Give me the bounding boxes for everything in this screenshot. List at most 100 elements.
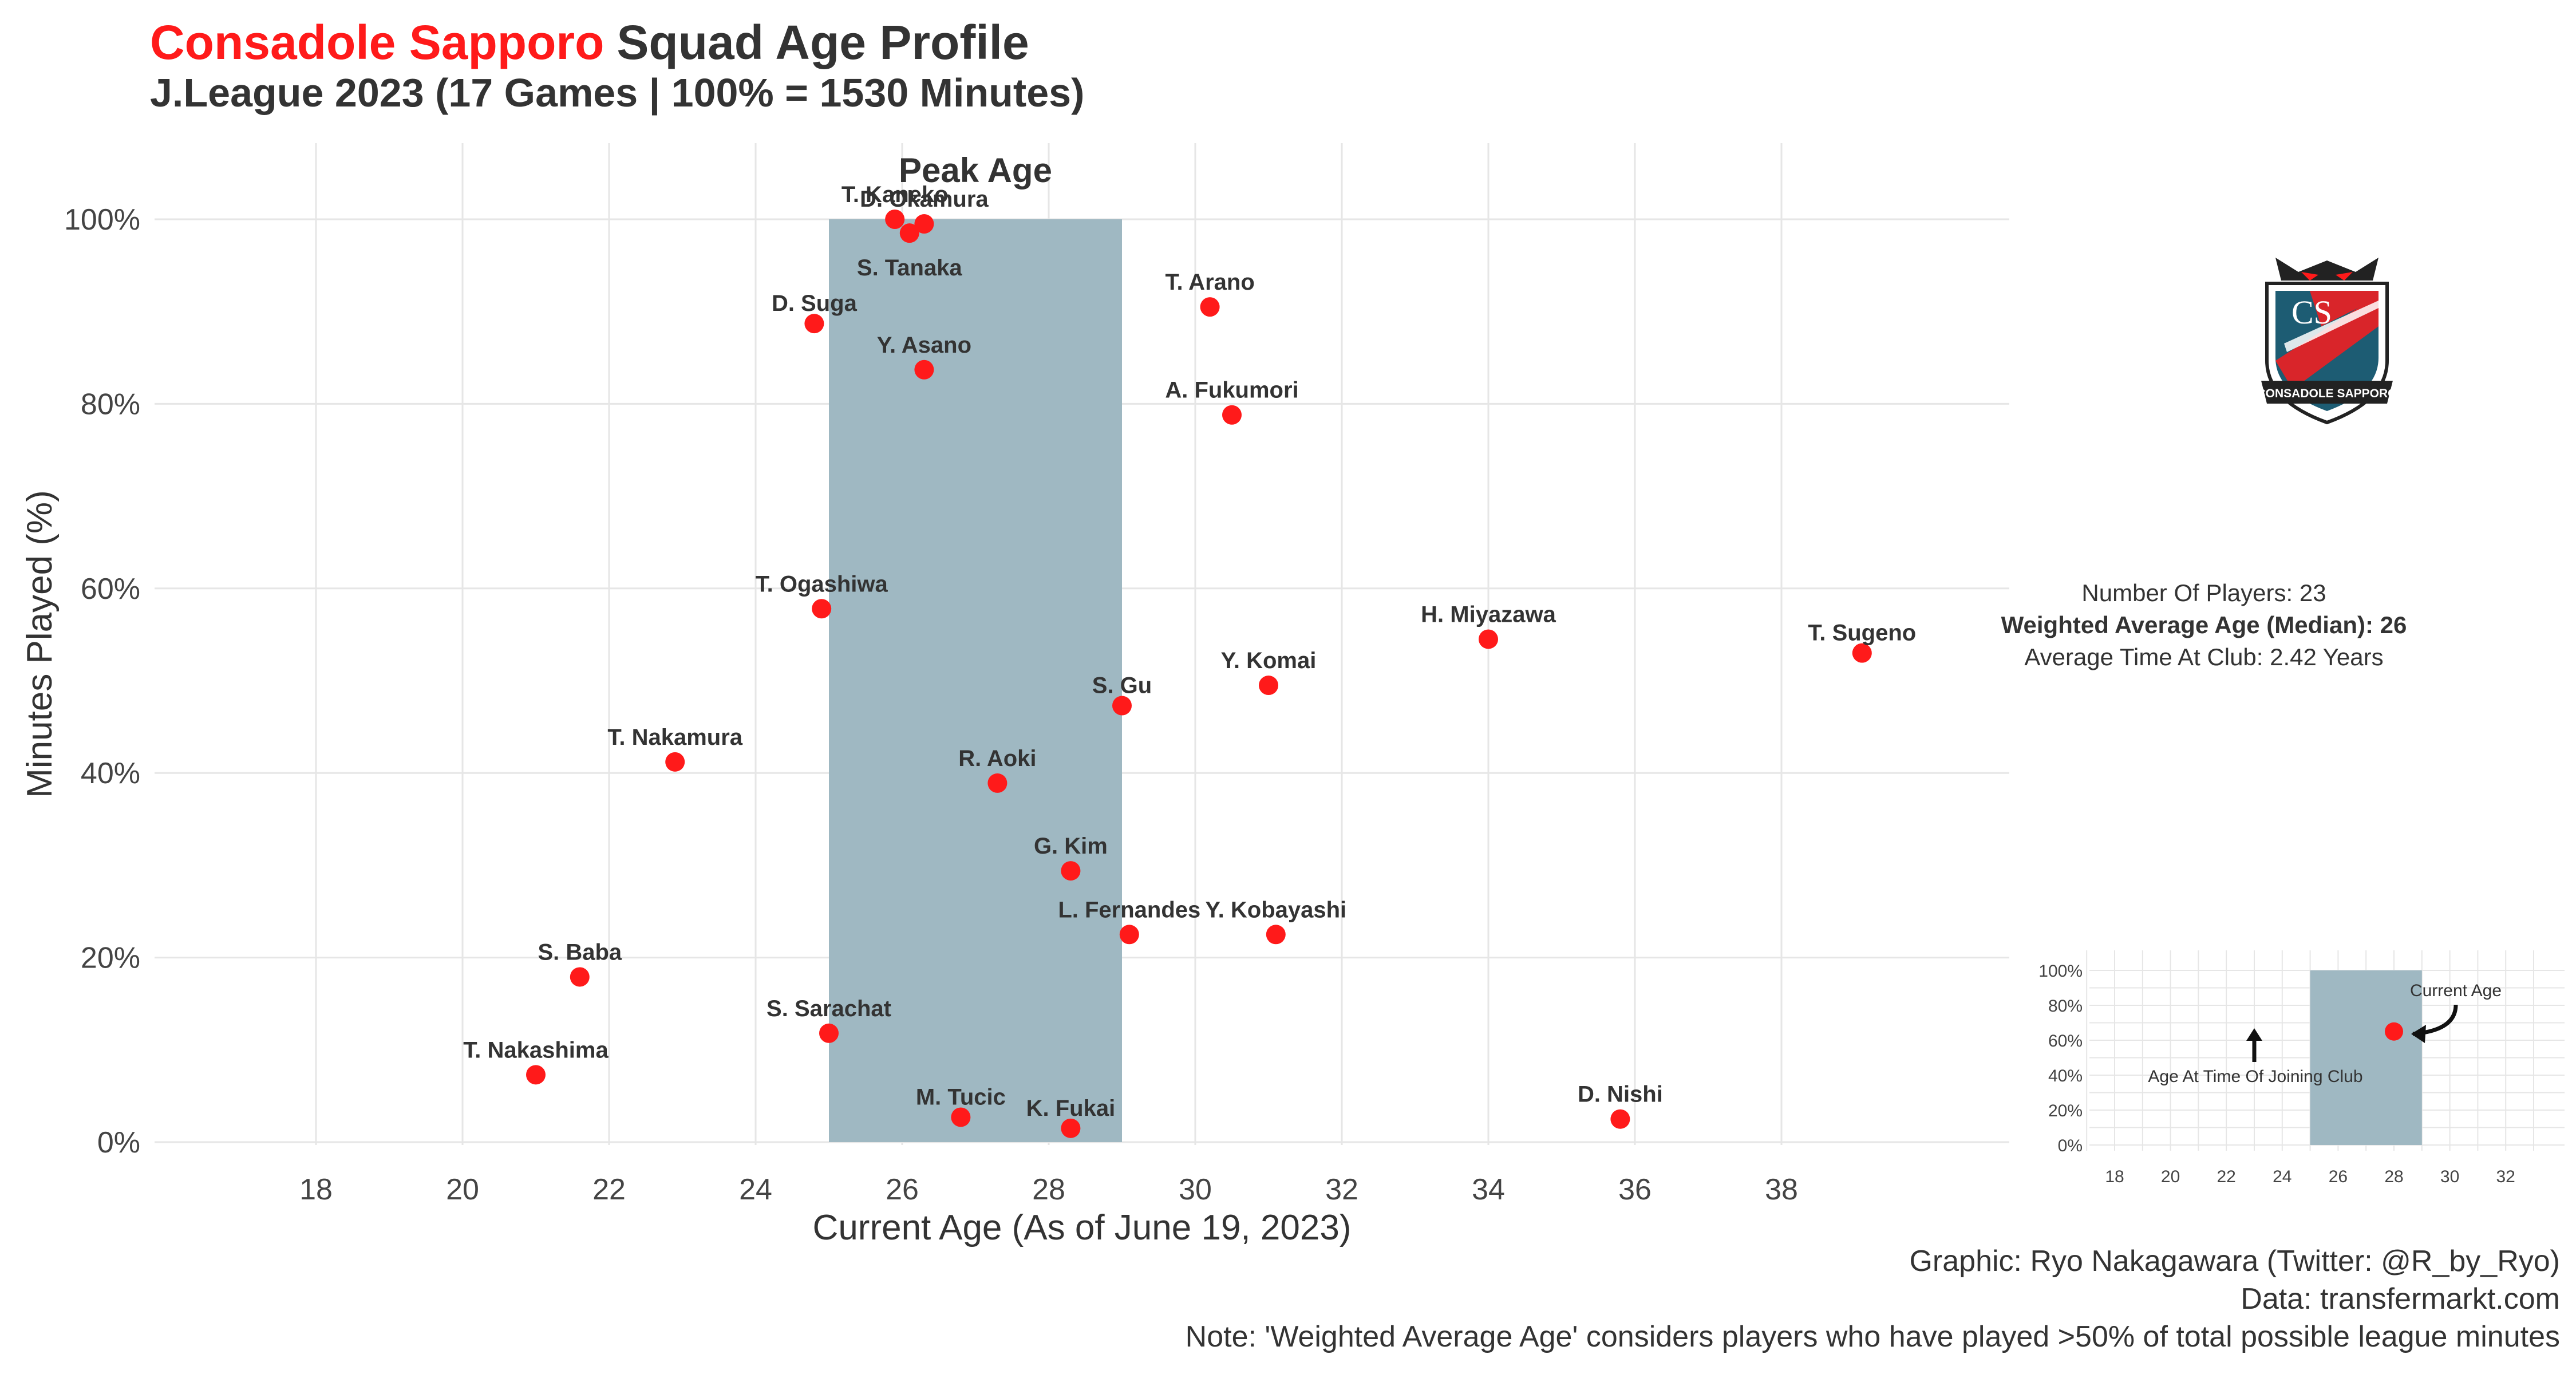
x-tick-label: 36 bbox=[1618, 1173, 1652, 1206]
player-label-d-okamura: D. Okamura bbox=[860, 187, 989, 212]
player-point-s-sarachat bbox=[819, 1023, 839, 1043]
player-label-k-fukai: K. Fukai bbox=[1026, 1096, 1116, 1121]
inset-annotation-current-age: Current Age bbox=[2410, 981, 2502, 1000]
player-label-s-gu: S. Gu bbox=[1092, 673, 1152, 698]
summary-info: Number Of Players: 23 Weighted Average A… bbox=[1889, 577, 2519, 673]
inset-x-tick-label: 24 bbox=[2273, 1167, 2291, 1186]
player-label-y-asano: Y. Asano bbox=[877, 333, 971, 358]
y-tick-label: 80% bbox=[81, 388, 140, 421]
inset-x-tick-label: 18 bbox=[2105, 1167, 2124, 1186]
caption-note: Note: 'Weighted Average Age' considers p… bbox=[1185, 1320, 2560, 1353]
y-axis-label: Minutes Played (%) bbox=[20, 490, 60, 798]
inset-y-tick-label: 80% bbox=[2048, 997, 2083, 1016]
player-point-d-nishi bbox=[1610, 1109, 1630, 1129]
player-label-t-kaneko: T. Kaneko bbox=[841, 182, 949, 207]
inset-y-tick-label: 20% bbox=[2048, 1101, 2083, 1120]
player-point-t-sugeno bbox=[1852, 643, 1872, 663]
logo-banner-text: CONSADOLE SAPPORO bbox=[2257, 387, 2397, 400]
player-point-y-komai bbox=[1259, 676, 1278, 696]
inset-peak-age-band bbox=[2310, 970, 2422, 1145]
player-label-y-komai: Y. Komai bbox=[1221, 648, 1317, 673]
x-tick-label: 24 bbox=[739, 1173, 772, 1206]
x-axis-label: Current Age (As of June 19, 2023) bbox=[813, 1208, 1352, 1247]
player-point-s-tanaka bbox=[899, 223, 919, 243]
title-text: Squad Age Profile bbox=[617, 15, 1029, 69]
x-tick-label: 34 bbox=[1472, 1173, 1505, 1206]
player-label-g-kim: G. Kim bbox=[1034, 834, 1108, 859]
player-label-r-aoki: R. Aoki bbox=[958, 746, 1036, 771]
player-point-t-ogashiwa bbox=[812, 599, 832, 619]
x-tick-label: 28 bbox=[1032, 1173, 1065, 1206]
player-point-t-nakashima bbox=[526, 1065, 546, 1085]
chart-title: Consadole Sapporo Squad Age Profile bbox=[150, 15, 1029, 70]
inset-y-tick-label: 40% bbox=[2048, 1067, 2083, 1085]
club-name: Consadole Sapporo bbox=[150, 15, 605, 69]
player-point-r-aoki bbox=[987, 773, 1008, 793]
inset-x-tick-label: 30 bbox=[2440, 1167, 2459, 1186]
y-tick-label: 60% bbox=[81, 572, 140, 606]
player-point-d-suga bbox=[804, 314, 824, 334]
player-label-t-arano: T. Arano bbox=[1165, 270, 1254, 295]
player-point-y-asano bbox=[914, 360, 934, 380]
logo-text: CS bbox=[2291, 294, 2332, 331]
player-point-a-fukumori bbox=[1222, 405, 1242, 425]
player-label-d-nishi: D. Nishi bbox=[1578, 1082, 1663, 1107]
x-tick-label: 20 bbox=[446, 1173, 479, 1206]
x-tick-label: 32 bbox=[1325, 1173, 1358, 1206]
player-label-s-tanaka: S. Tanaka bbox=[857, 255, 963, 281]
club-crest-icon: CS CONSADOLE SAPPORO bbox=[2241, 240, 2413, 432]
player-label-l-fernandes: L. Fernandes bbox=[1058, 897, 1200, 922]
chart-subtitle: J.League 2023 (17 Games | 100% = 1530 Mi… bbox=[150, 70, 1085, 115]
peak-age-band bbox=[829, 219, 1122, 1142]
player-label-t-nakamura: T. Nakamura bbox=[607, 725, 742, 750]
player-label-s-sarachat: S. Sarachat bbox=[767, 996, 891, 1021]
player-label-t-nakashima: T. Nakashima bbox=[463, 1037, 609, 1063]
inset-y-tick-label: 0% bbox=[2058, 1136, 2083, 1155]
player-point-t-arano bbox=[1200, 297, 1220, 317]
x-tick-label: 26 bbox=[886, 1173, 919, 1206]
inset-x-tick-label: 26 bbox=[2329, 1167, 2348, 1186]
x-tick-label: 22 bbox=[592, 1173, 626, 1206]
player-point-d-okamura bbox=[914, 214, 934, 234]
caption-credit: Graphic: Ryo Nakagawara (Twitter: @R_by_… bbox=[1909, 1245, 2560, 1278]
player-point-g-kim bbox=[1061, 861, 1081, 881]
average-time-at-club: Average Time At Club: 2.42 Years bbox=[2024, 643, 2384, 670]
inset-example-point bbox=[2385, 1022, 2403, 1041]
player-label-s-baba: S. Baba bbox=[538, 939, 622, 965]
y-tick-label: 40% bbox=[81, 757, 140, 790]
caption: Graphic: Ryo Nakagawara (Twitter: @R_by_… bbox=[1186, 1242, 2560, 1356]
player-label-d-suga: D. Suga bbox=[772, 291, 858, 316]
player-count: Number Of Players: 23 bbox=[2081, 579, 2326, 606]
weighted-average-age: Weighted Average Age (Median): 26 bbox=[2001, 611, 2407, 638]
player-point-s-baba bbox=[570, 967, 590, 987]
player-label-t-ogashiwa: T. Ogashiwa bbox=[756, 571, 888, 597]
inset-arrowhead-current-age bbox=[2411, 1025, 2426, 1043]
x-tick-label: 18 bbox=[299, 1173, 333, 1206]
x-tick-label: 38 bbox=[1765, 1173, 1798, 1206]
player-point-h-miyazawa bbox=[1479, 629, 1498, 649]
inset-arrowhead-joining-age bbox=[2246, 1028, 2262, 1041]
inset-x-tick-label: 20 bbox=[2161, 1167, 2180, 1186]
inset-y-tick-label: 100% bbox=[2038, 962, 2083, 981]
player-label-a-fukumori: A. Fukumori bbox=[1165, 378, 1298, 403]
y-tick-label: 100% bbox=[64, 203, 140, 236]
player-point-k-fukai bbox=[1061, 1118, 1081, 1138]
caption-source: Data: transfermarkt.com bbox=[2241, 1282, 2560, 1316]
y-tick-label: 0% bbox=[97, 1126, 140, 1159]
inset-x-tick-label: 22 bbox=[2217, 1167, 2236, 1186]
inset-annotation-joining-age: Age At Time Of Joining Club bbox=[2148, 1067, 2362, 1086]
player-point-s-gu bbox=[1112, 696, 1132, 716]
player-point-y-kobayashi bbox=[1266, 925, 1286, 945]
inset-y-tick-label: 60% bbox=[2048, 1032, 2083, 1051]
player-point-l-fernandes bbox=[1119, 925, 1139, 945]
inset-x-tick-label: 28 bbox=[2384, 1167, 2403, 1186]
player-label-m-tucic: M. Tucic bbox=[916, 1084, 1006, 1110]
peak-age-label: Peak Age bbox=[899, 151, 1052, 189]
player-label-y-kobayashi: Y. Kobayashi bbox=[1205, 897, 1346, 922]
y-tick-label: 20% bbox=[81, 942, 140, 975]
player-point-m-tucic bbox=[951, 1107, 971, 1127]
player-label-h-miyazawa: H. Miyazawa bbox=[1421, 602, 1556, 627]
x-tick-label: 30 bbox=[1179, 1173, 1212, 1206]
inset-x-tick-label: 32 bbox=[2496, 1167, 2515, 1186]
